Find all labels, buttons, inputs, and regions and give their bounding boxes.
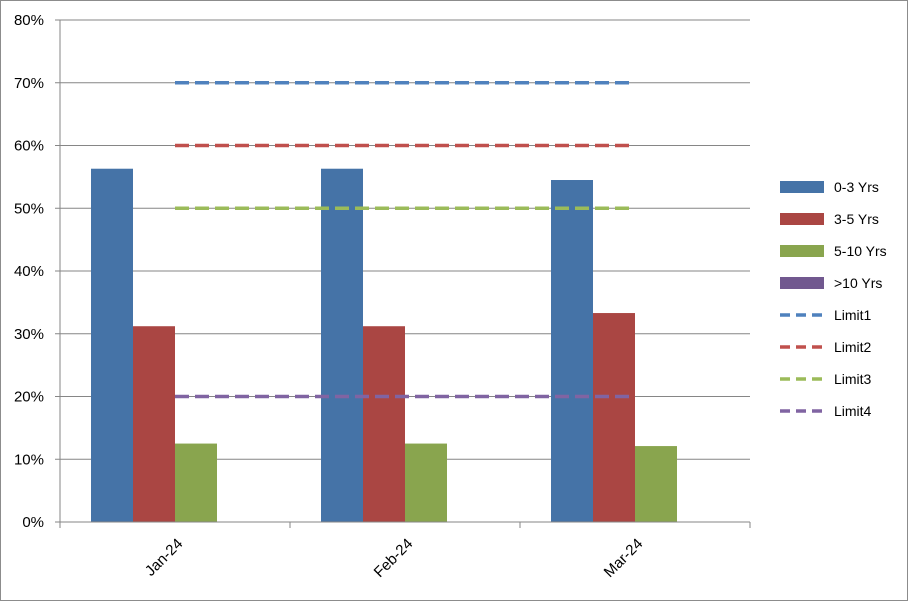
legend-swatch (780, 277, 824, 289)
y-tick-label: 10% (14, 451, 44, 468)
y-tick-label: 80% (14, 12, 44, 29)
legend-label: 0-3 Yrs (834, 179, 879, 195)
limit-lines (175, 81, 635, 399)
y-tick-label: 70% (14, 75, 44, 92)
legend-label: >10 Yrs (834, 275, 882, 291)
bar (91, 168, 133, 522)
y-tick-label: 20% (14, 389, 44, 406)
bar (593, 313, 635, 522)
legend-label: Limit1 (834, 307, 872, 323)
legend-label: Limit2 (834, 339, 872, 355)
bar (405, 443, 447, 522)
legend-swatch (780, 245, 824, 257)
bar (175, 443, 217, 522)
bar (551, 180, 593, 522)
bar (133, 326, 175, 522)
legend-swatch (780, 213, 824, 225)
bars (91, 168, 677, 522)
legend-label: Limit3 (834, 371, 872, 387)
y-tick-label: 30% (14, 326, 44, 343)
legend: 0-3 Yrs 3-5 Yrs 5-10 Yrs >10 Yrs Limit1 Lim… (780, 179, 887, 419)
y-tick-label: 60% (14, 138, 44, 155)
x-tick-label: Jan-24 (142, 535, 186, 579)
y-tick-label: 0% (22, 514, 44, 531)
legend-label: Limit4 (834, 403, 872, 419)
legend-label: 3-5 Yrs (834, 211, 879, 227)
y-tick-label: 50% (14, 200, 44, 217)
bar (321, 168, 363, 522)
legend-swatch (780, 181, 824, 193)
y-tick-label: 40% (14, 263, 44, 280)
legend-label: 5-10 Yrs (834, 243, 887, 259)
bar (635, 446, 677, 522)
x-tick-label: Mar-24 (601, 535, 647, 581)
x-tick-label: Feb-24 (371, 535, 417, 581)
bar (363, 326, 405, 522)
